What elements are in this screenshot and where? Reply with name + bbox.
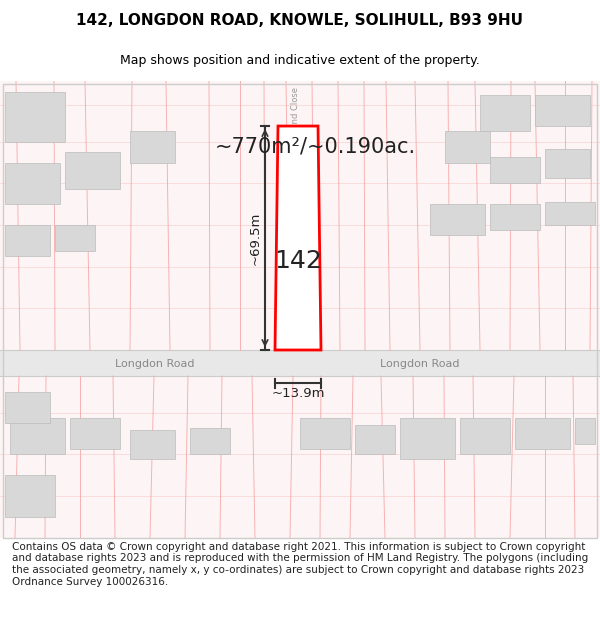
- Bar: [55, 225, 95, 251]
- Text: Sortland Close: Sortland Close: [292, 88, 301, 149]
- Bar: [545, 202, 595, 225]
- Text: Longdon Road: Longdon Road: [115, 359, 195, 369]
- Text: 142: 142: [274, 249, 322, 274]
- Text: 142, LONGDON ROAD, KNOWLE, SOLIHULL, B93 9HU: 142, LONGDON ROAD, KNOWLE, SOLIHULL, B93…: [77, 12, 523, 28]
- Bar: [190, 428, 230, 454]
- Bar: [5, 392, 50, 423]
- Bar: [355, 425, 395, 454]
- Bar: [515, 418, 570, 449]
- Bar: [545, 149, 590, 178]
- Bar: [5, 162, 60, 204]
- Bar: [130, 131, 175, 162]
- Bar: [5, 92, 65, 142]
- Text: Contains OS data © Crown copyright and database right 2021. This information is : Contains OS data © Crown copyright and d…: [12, 542, 588, 587]
- Bar: [480, 95, 530, 131]
- Text: ~13.9m: ~13.9m: [271, 388, 325, 400]
- Bar: [460, 418, 510, 454]
- Bar: [535, 95, 590, 126]
- Bar: [490, 204, 540, 230]
- Text: Map shows position and indicative extent of the property.: Map shows position and indicative extent…: [120, 54, 480, 68]
- Bar: [10, 418, 65, 454]
- Bar: [490, 158, 540, 183]
- Bar: [445, 131, 490, 162]
- Bar: [70, 418, 120, 449]
- Text: ~69.5m: ~69.5m: [248, 212, 262, 265]
- Bar: [65, 152, 120, 189]
- Polygon shape: [275, 126, 321, 350]
- Text: Longdon Road: Longdon Road: [380, 359, 460, 369]
- Bar: [300, 418, 350, 449]
- Bar: [430, 204, 485, 236]
- Bar: [575, 418, 595, 444]
- Bar: [130, 430, 175, 459]
- Text: ~770m²/~0.190ac.: ~770m²/~0.190ac.: [215, 137, 416, 157]
- Bar: [5, 225, 50, 256]
- Bar: [400, 418, 455, 459]
- Bar: [0, 350, 600, 376]
- Bar: [5, 475, 55, 517]
